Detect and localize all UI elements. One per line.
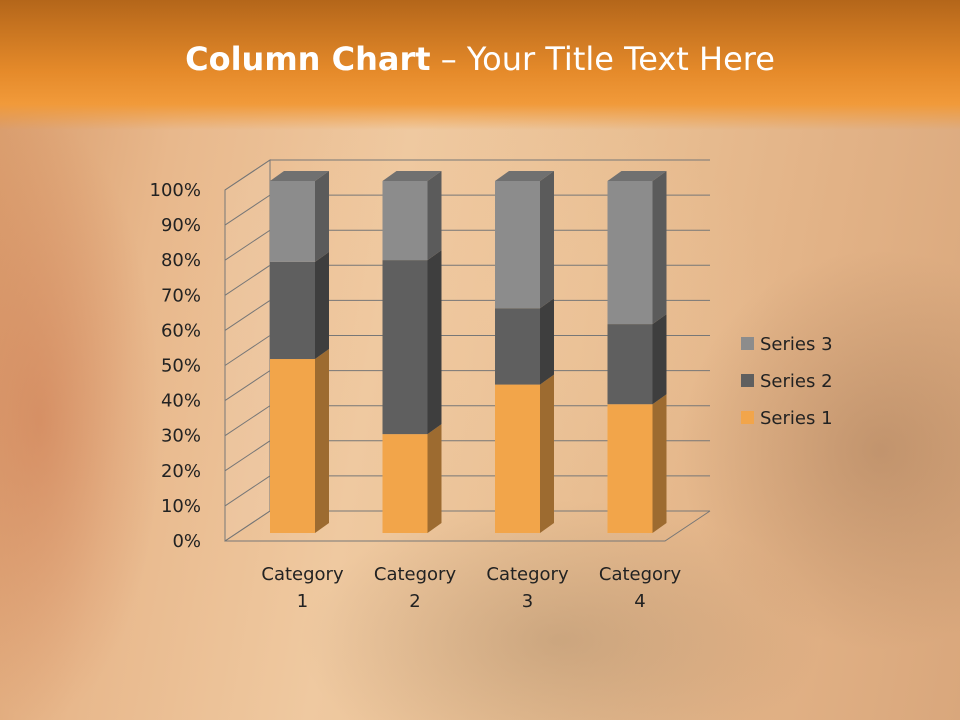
bar-side [652,171,667,325]
bar-side [540,171,554,309]
x-tick-label-line: Category [599,564,682,585]
x-tick-label-line: 3 [522,591,533,612]
legend-label: Series 1 [760,408,833,429]
bar-front [607,324,653,405]
bar-stack [607,171,667,533]
bar-side [315,251,329,360]
y-tick-label: 40% [161,391,201,412]
bar-side [652,314,667,405]
bar-stack [495,171,554,533]
x-tick-label-line: Category [261,564,344,585]
x-tick-label: Category 1 [261,564,344,612]
x-tick-label-line: Category [374,564,457,585]
bar-front [270,261,315,360]
legend-swatch [741,411,754,424]
y-tick-label: 10% [161,496,201,517]
x-tick-label: Category 2 [374,564,457,612]
bar-front [382,181,428,261]
bar-side [315,349,329,533]
bar-front [495,308,540,385]
bar-top [607,171,667,181]
bar-side [315,171,329,262]
floor-edge [225,510,711,542]
bar-front [495,384,540,533]
bar-top [495,171,554,181]
bar-front [382,260,428,435]
bar-side [540,374,554,533]
bar-side [652,394,667,533]
x-tick-label: Category 3 [486,564,569,612]
bar-side [540,298,554,385]
x-tick-label-line: 2 [409,591,420,612]
bar-side [427,424,442,533]
y-tick-label: 30% [161,426,201,447]
legend-swatch [741,337,754,350]
x-tick-label-line: 4 [634,591,645,612]
y-tick-label: 80% [161,250,201,271]
x-tick-label: Category 4 [599,564,682,612]
title-bold: Column Chart [185,40,431,78]
x-tick-label-line: 1 [297,591,308,612]
bar-front [495,181,540,309]
legend-swatch [741,374,754,387]
bar-front [270,181,315,262]
bar-front [607,404,653,533]
slide-title: Column Chart – Your Title Text Here [0,40,960,78]
y-tick-label: 70% [161,285,201,306]
y-tick-label: 20% [161,461,201,482]
y-tick-label: 50% [161,356,201,377]
y-tick-label: 0% [172,531,201,552]
bar-top [270,171,329,181]
y-tick-label: 60% [161,320,201,341]
title-band [0,0,960,130]
legend-label: Series 3 [760,334,833,355]
bar-stack [270,171,329,533]
title-rest: – Your Title Text Here [430,40,775,78]
y-tick-label: 90% [161,215,201,236]
bar-stack [382,171,442,533]
x-tick-label-line: Category [486,564,569,585]
bar-front [270,359,315,533]
bar-front [382,434,428,533]
bar-side [427,250,442,435]
y-tick-label: 100% [150,180,201,201]
legend-label: Series 2 [760,371,833,392]
bar-top [382,171,442,181]
bar-side [427,171,442,261]
bar-front [607,181,653,325]
